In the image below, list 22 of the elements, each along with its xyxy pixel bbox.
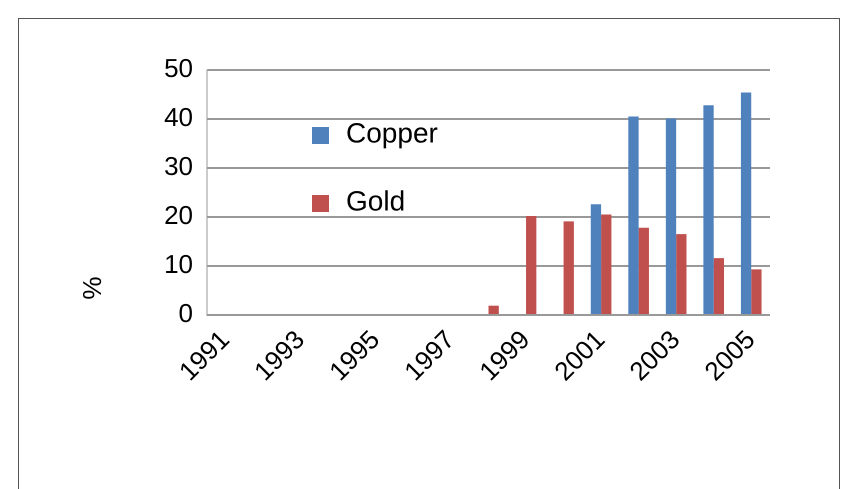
bar: [601, 214, 612, 314]
bar: [564, 221, 574, 314]
y-axis-title: %: [77, 276, 108, 300]
bar: [590, 204, 602, 314]
bar: [666, 118, 676, 314]
bar: [526, 216, 536, 314]
bar: [740, 92, 752, 314]
bar: [751, 269, 762, 314]
y-tick-label: 50: [164, 53, 193, 84]
y-tick-label: 0: [178, 298, 193, 328]
y-tick-label: 20: [164, 200, 193, 230]
bar: [638, 228, 649, 314]
bar: [676, 234, 686, 314]
bar: [714, 258, 724, 314]
y-tick-label: 40: [164, 102, 193, 132]
y-tick-label: 10: [164, 249, 193, 280]
bar: [703, 105, 714, 314]
bar: [488, 306, 499, 314]
bar: [628, 116, 639, 314]
legend-label: Copper: [346, 118, 438, 149]
legend-label: Gold: [346, 186, 406, 217]
y-tick-label: 30: [164, 151, 193, 182]
